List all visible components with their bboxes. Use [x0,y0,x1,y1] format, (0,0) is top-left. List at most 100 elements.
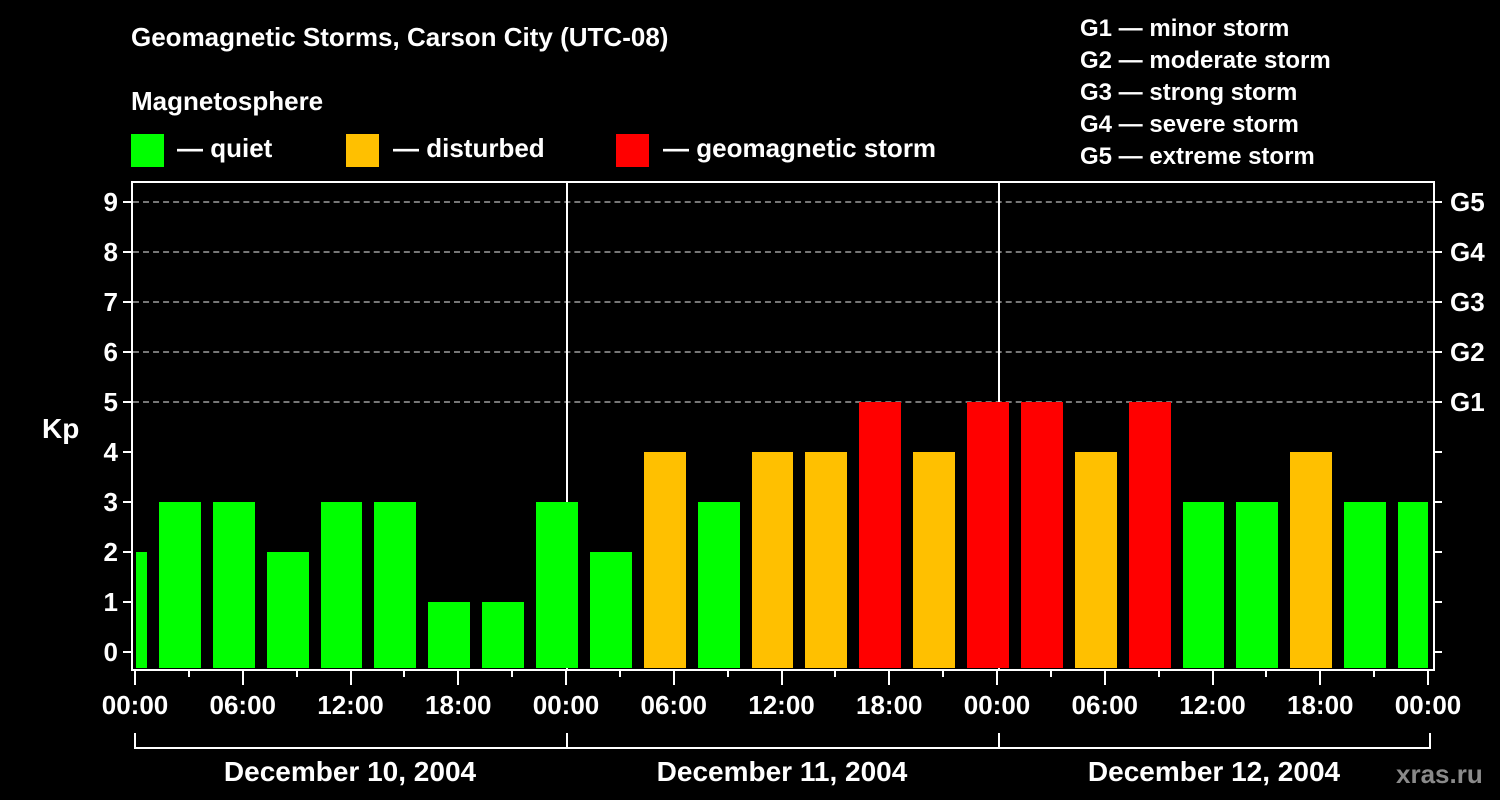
x-tick-label: 00:00 [101,690,169,720]
legend-swatch-disturbed [346,134,379,167]
y-tick [123,551,132,553]
x-tick [1049,669,1052,677]
kp-bar [967,402,1009,668]
y-tick [123,251,132,253]
x-tick [672,669,675,685]
x-tick-label: 00:00 [532,690,600,720]
right-tick [1433,451,1442,453]
x-tick [134,669,136,685]
kp-bar [536,502,578,668]
kp-bar [1128,402,1171,668]
g-scale-label: G2 [1450,337,1485,367]
kp-bar [643,452,686,668]
day-label: December 10, 2004 [223,756,477,787]
x-tick [565,669,567,685]
source-watermark: xras.ru [1396,759,1483,789]
day-label: December 12, 2004 [1087,756,1341,787]
kp-bar [212,502,255,668]
x-tick [1211,669,1214,685]
kp-bar [697,502,740,668]
kp-bar [589,552,632,668]
y-tick-label: 4 [103,437,118,467]
y-tick-label: 7 [103,287,118,317]
day-label: December 11, 2004 [656,756,908,787]
x-tick [187,669,190,677]
x-tick [1427,669,1429,685]
x-tick [1157,669,1160,677]
gridline-5 [133,401,1433,403]
right-tick [1433,251,1442,253]
x-tick [295,669,298,677]
kp-bar [1290,452,1333,668]
kp-bar [805,452,848,668]
right-tick [1433,551,1442,553]
x-tick [511,669,514,677]
x-tick [349,669,352,685]
y-tick [123,601,132,603]
kp-bar [266,552,309,668]
y-tick-label: 8 [103,237,118,267]
y-tick-label: 0 [103,637,118,667]
gridline-6 [133,351,1433,353]
gridline-9 [133,201,1433,203]
kp-bar [1020,402,1063,668]
x-tick-label: 12:00 [1179,690,1246,720]
y-tick-label: 1 [103,587,118,617]
gridline-7 [133,301,1433,303]
legend-label-disturbed: — disturbed [393,133,545,163]
chart-subtitle: Magnetosphere [131,86,324,116]
y-tick [123,651,132,653]
y-tick [123,501,132,503]
right-tick [1433,401,1442,403]
day-separator [566,181,568,669]
x-tick [888,669,891,685]
x-tick-label: 06:00 [640,690,708,720]
chart-title: Geomagnetic Storms, Carson City (UTC-08) [131,22,669,52]
kp-bar [1236,502,1279,668]
g-legend-g1: G1 — minor storm [1080,15,1290,42]
kp-bar [859,402,902,668]
right-tick [1433,501,1442,503]
x-tick-label: 06:00 [1071,690,1139,720]
y-tick [123,351,132,353]
y-tick [123,201,132,203]
x-tick [1103,669,1106,685]
legend-label-quiet: — quiet [177,133,273,163]
y-tick [123,301,132,303]
x-tick [1265,669,1268,677]
y-tick [123,401,132,403]
kp-bar [1182,502,1225,668]
x-tick [726,669,729,677]
y-axis-label: Kp [42,413,80,444]
g-legend-g2: G2 — moderate storm [1080,47,1331,74]
x-tick [1319,669,1322,685]
y-tick-label: 9 [103,187,118,217]
x-tick [834,669,837,677]
x-tick [1373,669,1376,677]
kp-bar [482,602,525,668]
right-tick [1433,351,1442,353]
kp-bar [320,502,363,668]
legend-swatch-storm [616,134,649,167]
kp-bar [158,502,201,668]
right-tick [1433,601,1442,603]
right-tick [1433,301,1442,303]
x-tick [618,669,621,677]
y-tick-label: 2 [103,537,118,567]
kp-bar [1074,452,1117,668]
x-tick-label: 18:00 [856,690,923,720]
x-tick [780,669,783,685]
g-scale-label: G3 [1450,287,1485,317]
x-tick [403,669,406,677]
x-tick-label: 18:00 [1287,690,1354,720]
right-tick [1433,201,1442,203]
x-tick [996,669,998,685]
kp-bar [913,452,956,668]
x-tick-label: 00:00 [1394,690,1462,720]
gridline-8 [133,251,1433,253]
y-tick-label: 3 [103,487,118,517]
x-tick [457,669,460,685]
x-tick-label: 12:00 [748,690,815,720]
day-bracket-tick [998,733,1000,749]
kp-bar [751,452,794,668]
